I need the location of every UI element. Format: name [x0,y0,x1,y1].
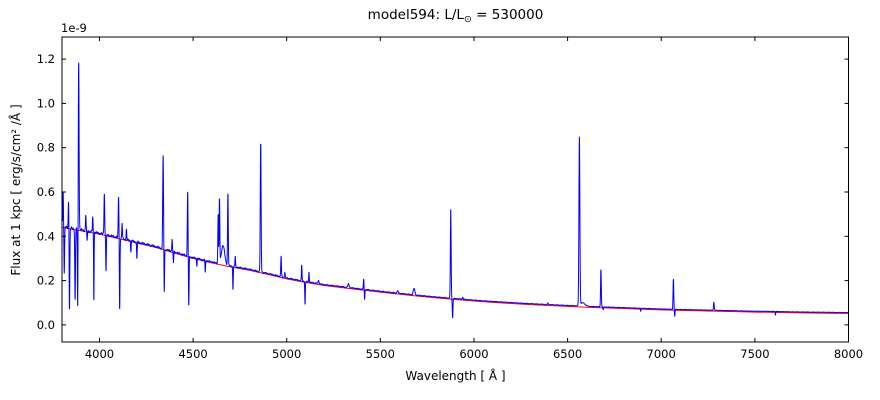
y-axis-label: Flux at 1 kpc [ erg/s/cm² /Å ] [9,104,23,276]
x-tick-label: 6500 [553,347,582,361]
axis-frame [61,36,849,343]
y-tick-label: 0.0 [37,318,55,332]
x-tick-label: 5500 [366,347,395,361]
x-tick-label: 4500 [178,347,207,361]
solar-symbol: ⊙ [463,14,472,25]
chart-title: model594: L/L⊙ = 530000 [62,7,849,25]
y-tick-label: 0.6 [37,185,55,199]
continuum-line [61,226,849,314]
x-tick-label: 7500 [740,347,769,361]
y-tick-label: 1.2 [37,52,55,66]
chart-title-text: model594: L/L [367,7,464,23]
y-tick-label: 0.2 [37,274,55,288]
x-tick-label: 4000 [85,347,114,361]
chart-title-value: = 530000 [471,7,544,23]
y-tick-label: 0.8 [37,141,55,155]
y-tick-label: 0.4 [37,229,55,243]
y-axis-offset-text: 1e-9 [61,21,87,35]
x-tick-label: 5000 [272,347,301,361]
x-tick-label: 6000 [459,347,488,361]
x-axis-label: Wavelength [ Å ] [405,369,506,383]
spectrum-line [61,62,849,319]
x-tick-label: 8000 [834,347,863,361]
x-tick-label: 7000 [647,347,676,361]
y-tick-label: 1.0 [37,96,55,110]
